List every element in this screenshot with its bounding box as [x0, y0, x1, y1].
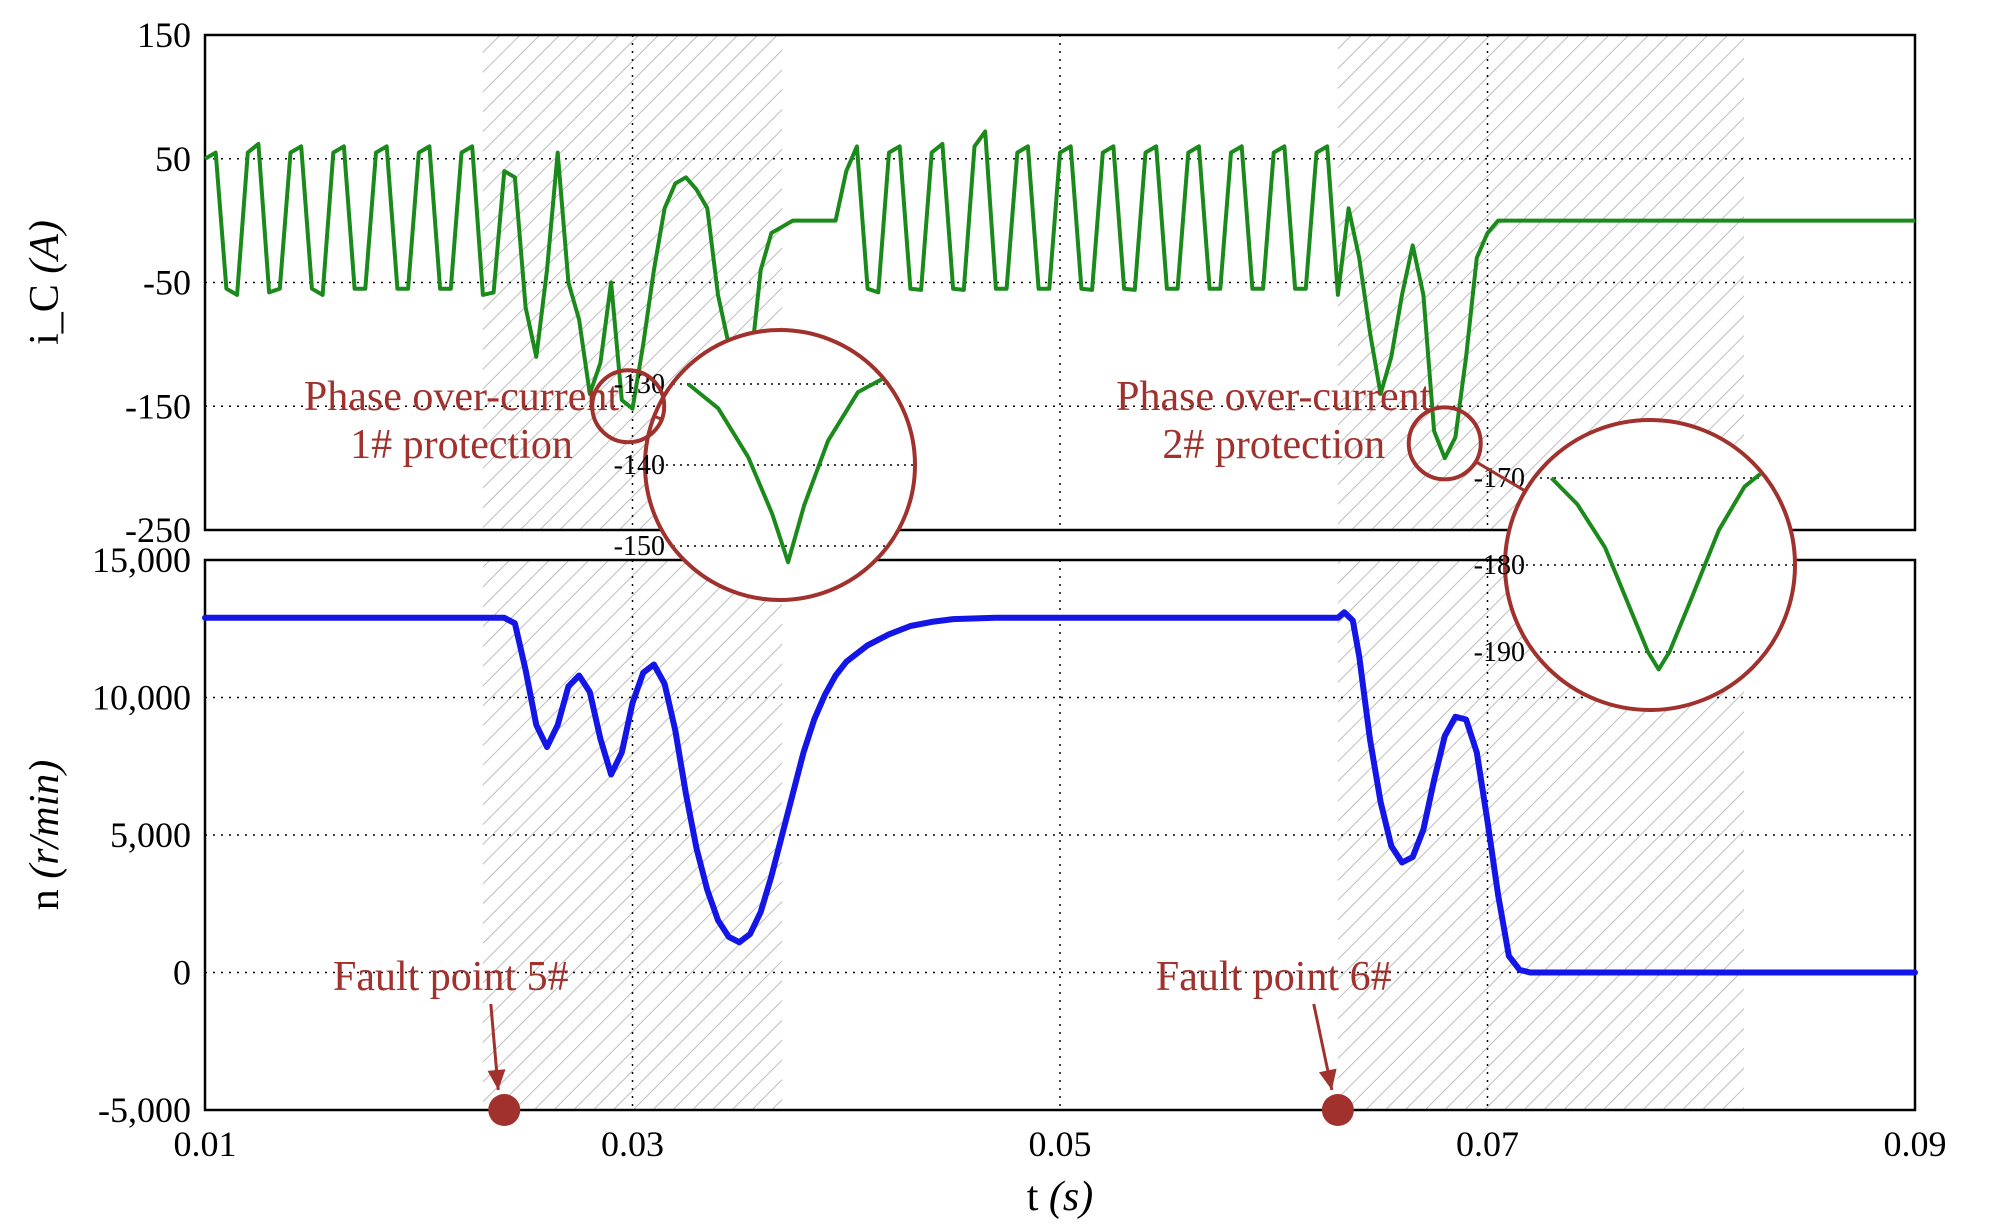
svg-text:0.01: 0.01 — [174, 1124, 237, 1164]
fault-point-6-label: Fault point 6# — [1156, 954, 1392, 1000]
chart-container: -250-150-5050150-5,00005,00010,00015,000… — [0, 0, 1997, 1230]
svg-text:-50: -50 — [143, 263, 191, 303]
svg-text:0.07: 0.07 — [1456, 1124, 1519, 1164]
svg-text:0: 0 — [173, 953, 191, 993]
chart-svg: -250-150-5050150-5,00005,00010,00015,000… — [0, 0, 1997, 1230]
svg-text:150: 150 — [137, 15, 191, 55]
svg-text:5,000: 5,000 — [110, 815, 191, 855]
svg-text:50: 50 — [155, 139, 191, 179]
svg-text:i_C (A): i_C (A) — [22, 220, 68, 345]
svg-text:-140: -140 — [614, 450, 665, 481]
fault-point-6-dot — [1322, 1094, 1354, 1126]
xlabel: t (s) — [1027, 1174, 1094, 1220]
fault-point-5-dot — [488, 1094, 520, 1126]
svg-text:10,000: 10,000 — [92, 678, 191, 718]
hatched-region — [483, 560, 782, 1110]
annotation-protection-1: Phase over-current — [304, 374, 620, 420]
svg-text:0.09: 0.09 — [1884, 1124, 1947, 1164]
svg-text:1# protection: 1# protection — [350, 422, 573, 468]
svg-text:15,000: 15,000 — [92, 540, 191, 580]
svg-text:-190: -190 — [1474, 637, 1525, 668]
svg-text:0.03: 0.03 — [601, 1124, 664, 1164]
annotation-protection-2: Phase over-current — [1116, 374, 1432, 420]
svg-text:0.05: 0.05 — [1029, 1124, 1092, 1164]
fault-point-5-label: Fault point 5# — [333, 954, 569, 1000]
svg-text:-150: -150 — [125, 386, 191, 426]
svg-text:n (r/min): n (r/min) — [22, 760, 68, 911]
svg-text:2# protection: 2# protection — [1162, 422, 1385, 468]
ylabel-top: i_C (A) — [22, 220, 68, 345]
svg-text:-180: -180 — [1474, 550, 1525, 581]
ylabel-bottom: n (r/min) — [22, 760, 68, 911]
svg-text:-170: -170 — [1474, 463, 1525, 494]
svg-text:-150: -150 — [614, 531, 665, 562]
